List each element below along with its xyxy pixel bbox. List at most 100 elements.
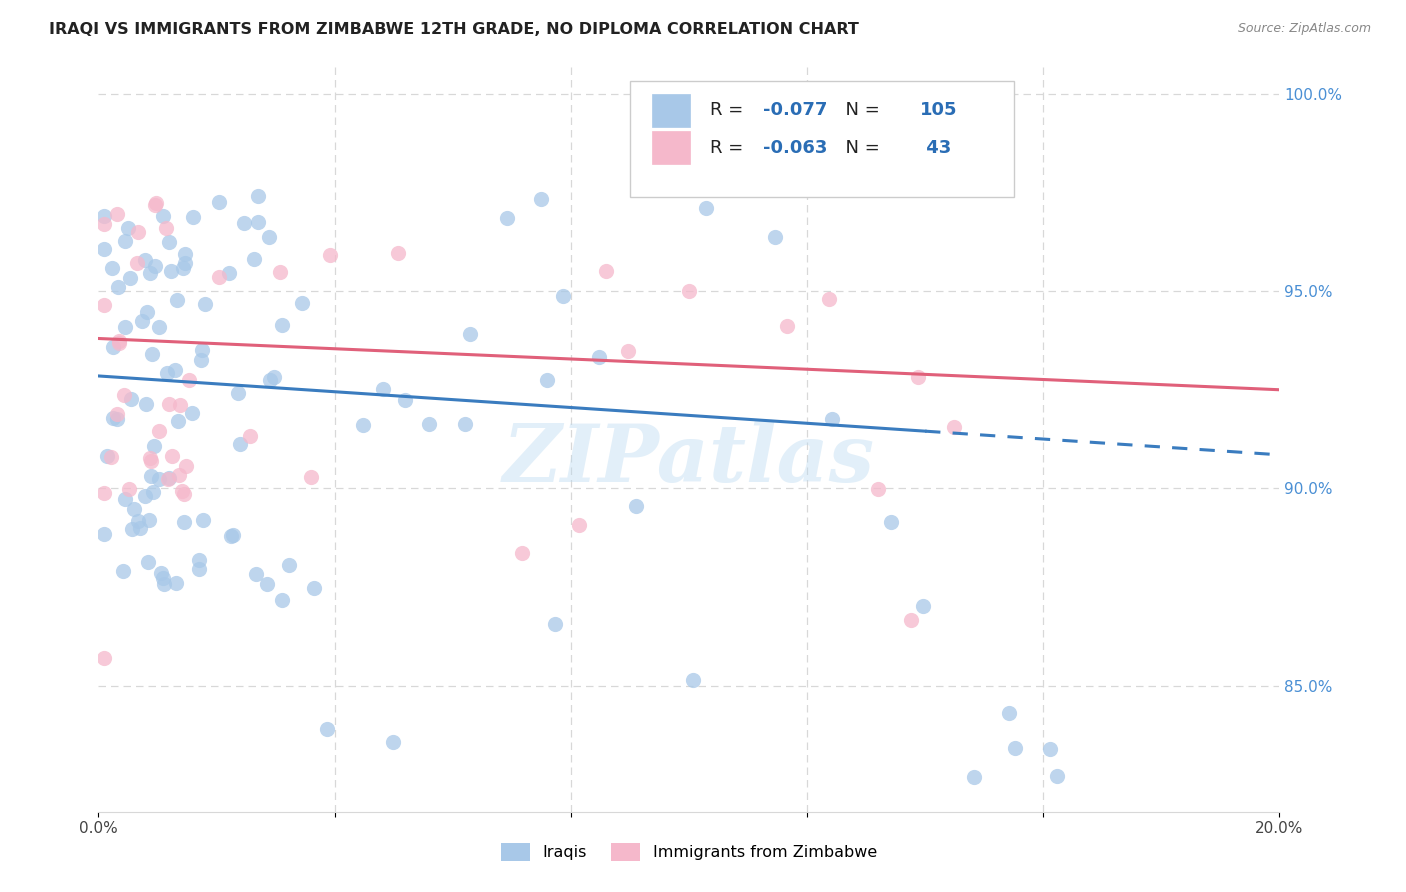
Point [510,546,533,560]
Point [127,225,149,239]
Point [108,335,131,350]
Point [695,201,717,215]
Point [121,522,143,536]
Point [174,246,197,260]
Point [247,214,270,228]
Point [143,260,166,274]
Point [155,367,177,381]
Point [617,344,640,359]
Point [682,673,704,688]
Point [165,575,187,590]
Point [352,417,374,432]
Point [371,382,394,396]
Point [229,437,252,451]
Point [219,529,242,543]
Point [1004,740,1026,755]
Point [152,209,174,223]
Text: ZIPatlas: ZIPatlas [503,421,875,499]
Point [114,234,136,248]
Point [157,397,180,411]
Point [678,284,700,298]
Point [111,564,134,578]
Point [221,527,243,541]
Point [139,450,162,465]
Text: R =: R = [710,102,749,120]
Point [138,513,160,527]
Point [174,256,197,270]
Point [1046,769,1069,783]
Point [263,370,285,384]
Point [776,319,799,334]
Point [208,195,231,210]
Point [166,293,188,307]
Point [170,484,193,499]
Point [233,216,256,230]
Point [169,398,191,412]
Text: 105: 105 [921,102,957,120]
Point [157,235,180,249]
Point [304,582,326,596]
Point [139,454,162,468]
Point [818,292,841,306]
Point [188,552,211,566]
Point [177,373,200,387]
Point [120,271,142,285]
Point [142,484,165,499]
Point [183,210,205,224]
Point [131,314,153,328]
Point [943,419,966,434]
Point [135,397,157,411]
Point [271,318,294,332]
Point [134,253,156,268]
Point [136,555,159,569]
Point [394,393,416,408]
Point [148,320,170,334]
Point [93,209,115,223]
Point [148,424,170,438]
Point [118,483,141,497]
Point [626,500,648,514]
Point [127,514,149,528]
Point [145,195,167,210]
Point [139,469,162,483]
Point [536,373,558,387]
Point [142,439,165,453]
Point [103,411,125,425]
Point [172,261,194,276]
Point [114,320,136,334]
Point [112,388,135,402]
Point [588,350,610,364]
Text: R =: R = [710,139,749,157]
Point [381,735,404,749]
Point [259,373,281,387]
Point [194,297,217,311]
Point [125,255,148,269]
Text: IRAQI VS IMMIGRANTS FROM ZIMBABWE 12TH GRADE, NO DIPLOMA CORRELATION CHART: IRAQI VS IMMIGRANTS FROM ZIMBABWE 12TH G… [49,22,859,37]
Point [96,450,118,464]
Point [270,593,292,607]
Point [187,562,209,576]
Point [114,491,136,506]
Point [160,264,183,278]
Legend: Iraqis, Immigrants from Zimbabwe: Iraqis, Immigrants from Zimbabwe [495,836,883,867]
Text: -0.077: -0.077 [763,102,828,120]
Text: 43: 43 [921,139,952,157]
Point [134,489,156,503]
Point [160,449,183,463]
Point [105,411,128,425]
Point [291,296,314,310]
Point [105,407,128,421]
Point [150,566,173,580]
Point [495,211,517,225]
Text: N =: N = [834,102,886,120]
Point [998,706,1021,721]
Point [278,558,301,572]
Point [763,230,786,244]
Point [191,513,214,527]
Point [141,347,163,361]
Point [155,220,177,235]
Point [152,576,174,591]
Text: Source: ZipAtlas.com: Source: ZipAtlas.com [1237,22,1371,36]
Point [93,527,115,541]
Point [167,467,190,482]
